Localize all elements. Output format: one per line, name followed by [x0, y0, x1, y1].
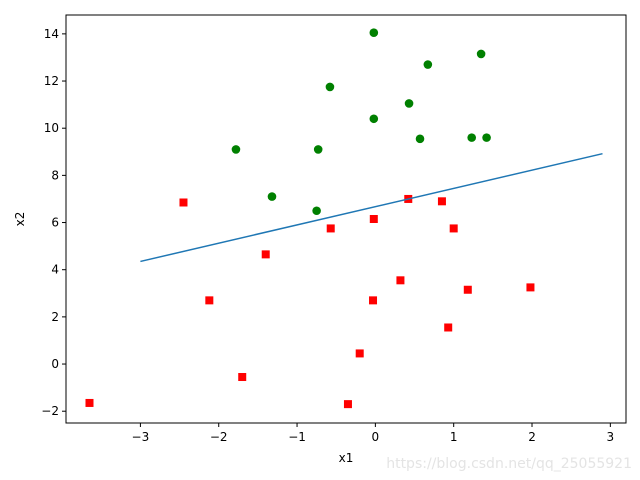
data-point-circle: [369, 114, 379, 124]
y-axis-label: x2: [13, 212, 27, 227]
x-tick-label: −2: [210, 430, 228, 444]
y-tick-label: 0: [51, 357, 59, 371]
plot-frame: [65, 14, 627, 424]
y-tick-label: 14: [44, 27, 59, 41]
y-tick-label: 10: [44, 121, 59, 135]
data-point-circle: [267, 192, 277, 201]
data-point-square: [449, 224, 458, 233]
watermark: https://blog.csdn.net/qq_25055921: [386, 456, 632, 472]
data-point-square: [85, 398, 94, 407]
data-point-circle: [404, 99, 414, 108]
series-layer: [85, 28, 603, 409]
y-tick-label: 2: [51, 310, 59, 324]
x-tick-label: −1: [288, 430, 306, 444]
y-tick-label: 6: [51, 216, 59, 230]
x-tick-label: 2: [528, 430, 536, 444]
data-point-circle: [423, 60, 433, 69]
plot-area: [66, 15, 626, 423]
data-point-square: [179, 198, 188, 207]
data-point-square: [437, 197, 446, 206]
x-tick-label: 0: [372, 430, 380, 444]
decision-boundary-line: [140, 152, 603, 263]
data-point-square: [526, 283, 535, 292]
x-axis-label: x1: [339, 451, 354, 465]
data-point-circle: [313, 145, 323, 154]
data-point-circle: [369, 28, 379, 37]
data-point-square: [396, 276, 405, 285]
data-point-circle: [325, 82, 335, 92]
data-point-square: [444, 323, 453, 332]
y-tick-label: 8: [51, 168, 59, 182]
x-tick-label: 3: [607, 430, 615, 444]
data-point-circle: [312, 206, 321, 216]
data-point-square: [355, 349, 364, 358]
y-tick-label: 12: [44, 74, 59, 88]
data-point-square: [326, 224, 335, 233]
x-tick-label: 1: [450, 430, 458, 444]
data-point-square: [205, 296, 214, 305]
data-point-square: [238, 373, 247, 382]
data-point-circle: [476, 49, 486, 59]
data-point-square: [369, 215, 378, 223]
data-point-circle: [482, 133, 491, 142]
y-tick-label: 4: [51, 263, 59, 277]
y-tick-label: −2: [41, 404, 59, 418]
data-point-square: [343, 400, 352, 409]
data-point-square: [369, 296, 378, 305]
data-point-square: [463, 285, 472, 294]
data-point-circle: [415, 134, 425, 144]
data-point-square: [261, 250, 270, 259]
x-tick-label: −3: [132, 430, 150, 444]
data-point-circle: [231, 145, 241, 154]
data-point-circle: [467, 133, 477, 142]
